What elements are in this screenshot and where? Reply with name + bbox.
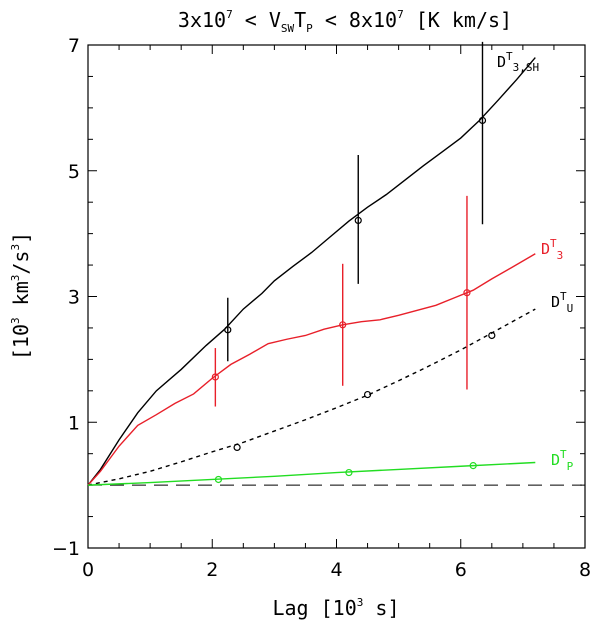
data-point <box>211 373 219 381</box>
x-axis-label: Lag [103 s] <box>272 596 399 620</box>
series-line <box>87 461 536 486</box>
y-tick-label: 7 <box>68 35 80 57</box>
series-line <box>87 308 536 486</box>
series-layer <box>87 41 536 486</box>
data-point <box>224 326 232 334</box>
label-d-t-3sh: DT3,SH <box>497 50 539 74</box>
data-point <box>363 390 372 399</box>
data-point <box>463 289 471 297</box>
y-tick-label: 1 <box>68 412 80 434</box>
data-point <box>233 443 241 451</box>
series-D_T_3SH <box>87 41 536 486</box>
x-tick-label: 4 <box>330 559 342 581</box>
y-tick-label: −1 <box>52 538 80 560</box>
y-axis-label: [103 km3/s3] <box>9 232 33 360</box>
label-d-t-p: DTP <box>551 448 574 473</box>
x-tick-label: 0 <box>82 559 94 581</box>
chart-title: 3x107 < VSWTP < 8x107 [K km/s] <box>178 8 512 35</box>
x-tick-labels: 0 2 4 6 8 <box>82 559 591 581</box>
axis-ticks <box>87 44 586 549</box>
y-tick-label: 3 <box>68 287 80 309</box>
series-line <box>87 57 536 486</box>
data-point <box>478 116 487 125</box>
label-d-t-3: DT3 <box>541 237 563 262</box>
x-tick-label: 6 <box>455 559 467 581</box>
y-tick-labels: −1 1 3 5 7 <box>52 35 80 560</box>
series-D_T_3 <box>87 195 536 486</box>
series-line <box>87 253 536 486</box>
data-point <box>488 331 496 340</box>
series-D_T_U <box>87 308 536 486</box>
data-point <box>214 475 223 484</box>
data-point <box>354 216 362 225</box>
x-tick-label: 2 <box>206 559 218 581</box>
data-point <box>345 468 353 477</box>
y-tick-label: 5 <box>68 161 80 183</box>
data-point <box>469 462 477 470</box>
series-D_T_P <box>87 461 536 486</box>
series-labels: DT3,SH DT3 DTU DTP <box>497 50 574 473</box>
label-d-t-u: DTU <box>551 290 573 315</box>
data-point <box>339 321 347 329</box>
x-tick-label: 8 <box>579 559 591 581</box>
